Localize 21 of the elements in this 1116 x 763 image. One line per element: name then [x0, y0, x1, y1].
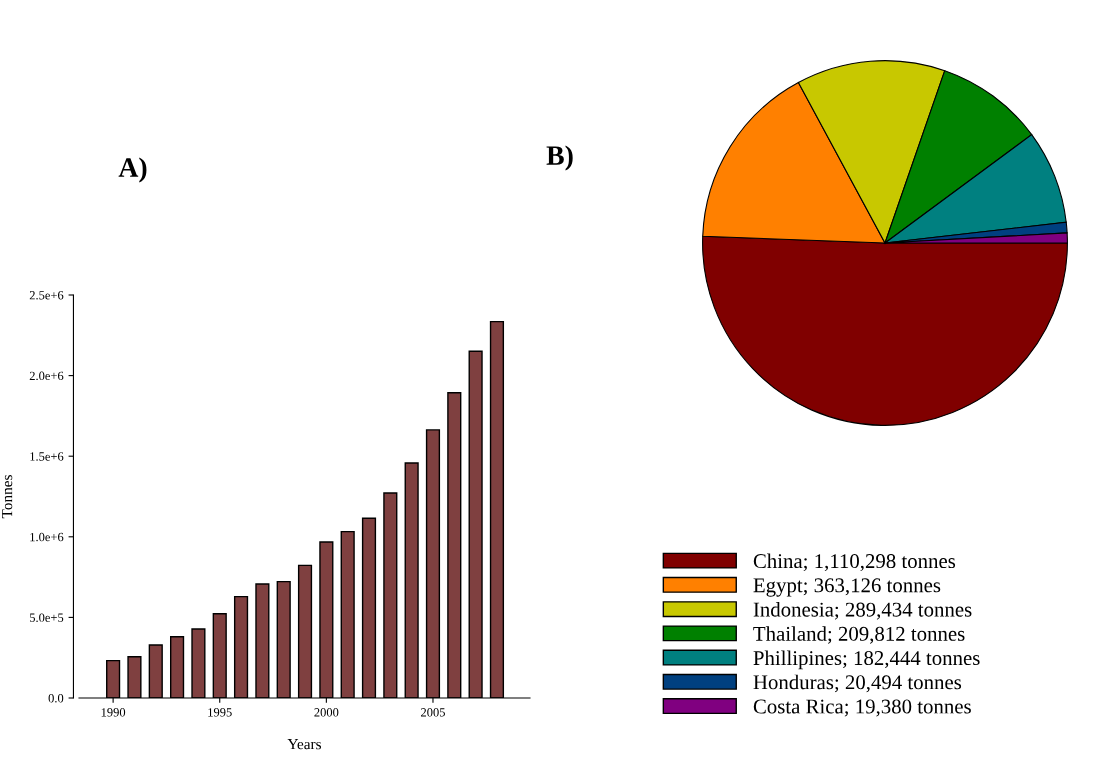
y-tick-label: 5.0e+5	[29, 613, 64, 622]
y-tick-label: 2.0e+6	[29, 371, 64, 381]
x-tick-label: 1995	[208, 708, 232, 717]
y-axis-title: Tonnes	[2, 475, 13, 519]
legend-label: Phillipines; 182,444 tonnes	[753, 650, 980, 670]
y-tick-label: 2.5e+6	[29, 291, 64, 300]
x-axis-title: Years	[287, 739, 321, 750]
x-tick-label: 1990	[101, 708, 126, 717]
x-tick-label: 2000	[314, 708, 339, 717]
text: B)	[546, 145, 573, 171]
chart-title: A)	[118, 157, 147, 183]
y-tick-label: 1.0e+6	[30, 532, 64, 542]
legend-label: Egypt; 363,126 tonnes	[753, 578, 941, 597]
x-tick-label: 2005	[421, 708, 445, 717]
y-tick-label: 1.5e+6	[30, 452, 64, 461]
legend-label: Thailand; 209,812 tonnes	[753, 626, 965, 644]
legend-label: China; 1,110,298 tonnes	[753, 553, 956, 572]
legend-label: Honduras; 20,494 tonnes	[753, 674, 962, 693]
legend-label: Indonesia; 289,434 tonnes	[753, 601, 972, 620]
legend-label: Costa Rica; 19,380 tonnes	[753, 699, 971, 717]
y-tick-label: 0.0	[48, 694, 64, 703]
